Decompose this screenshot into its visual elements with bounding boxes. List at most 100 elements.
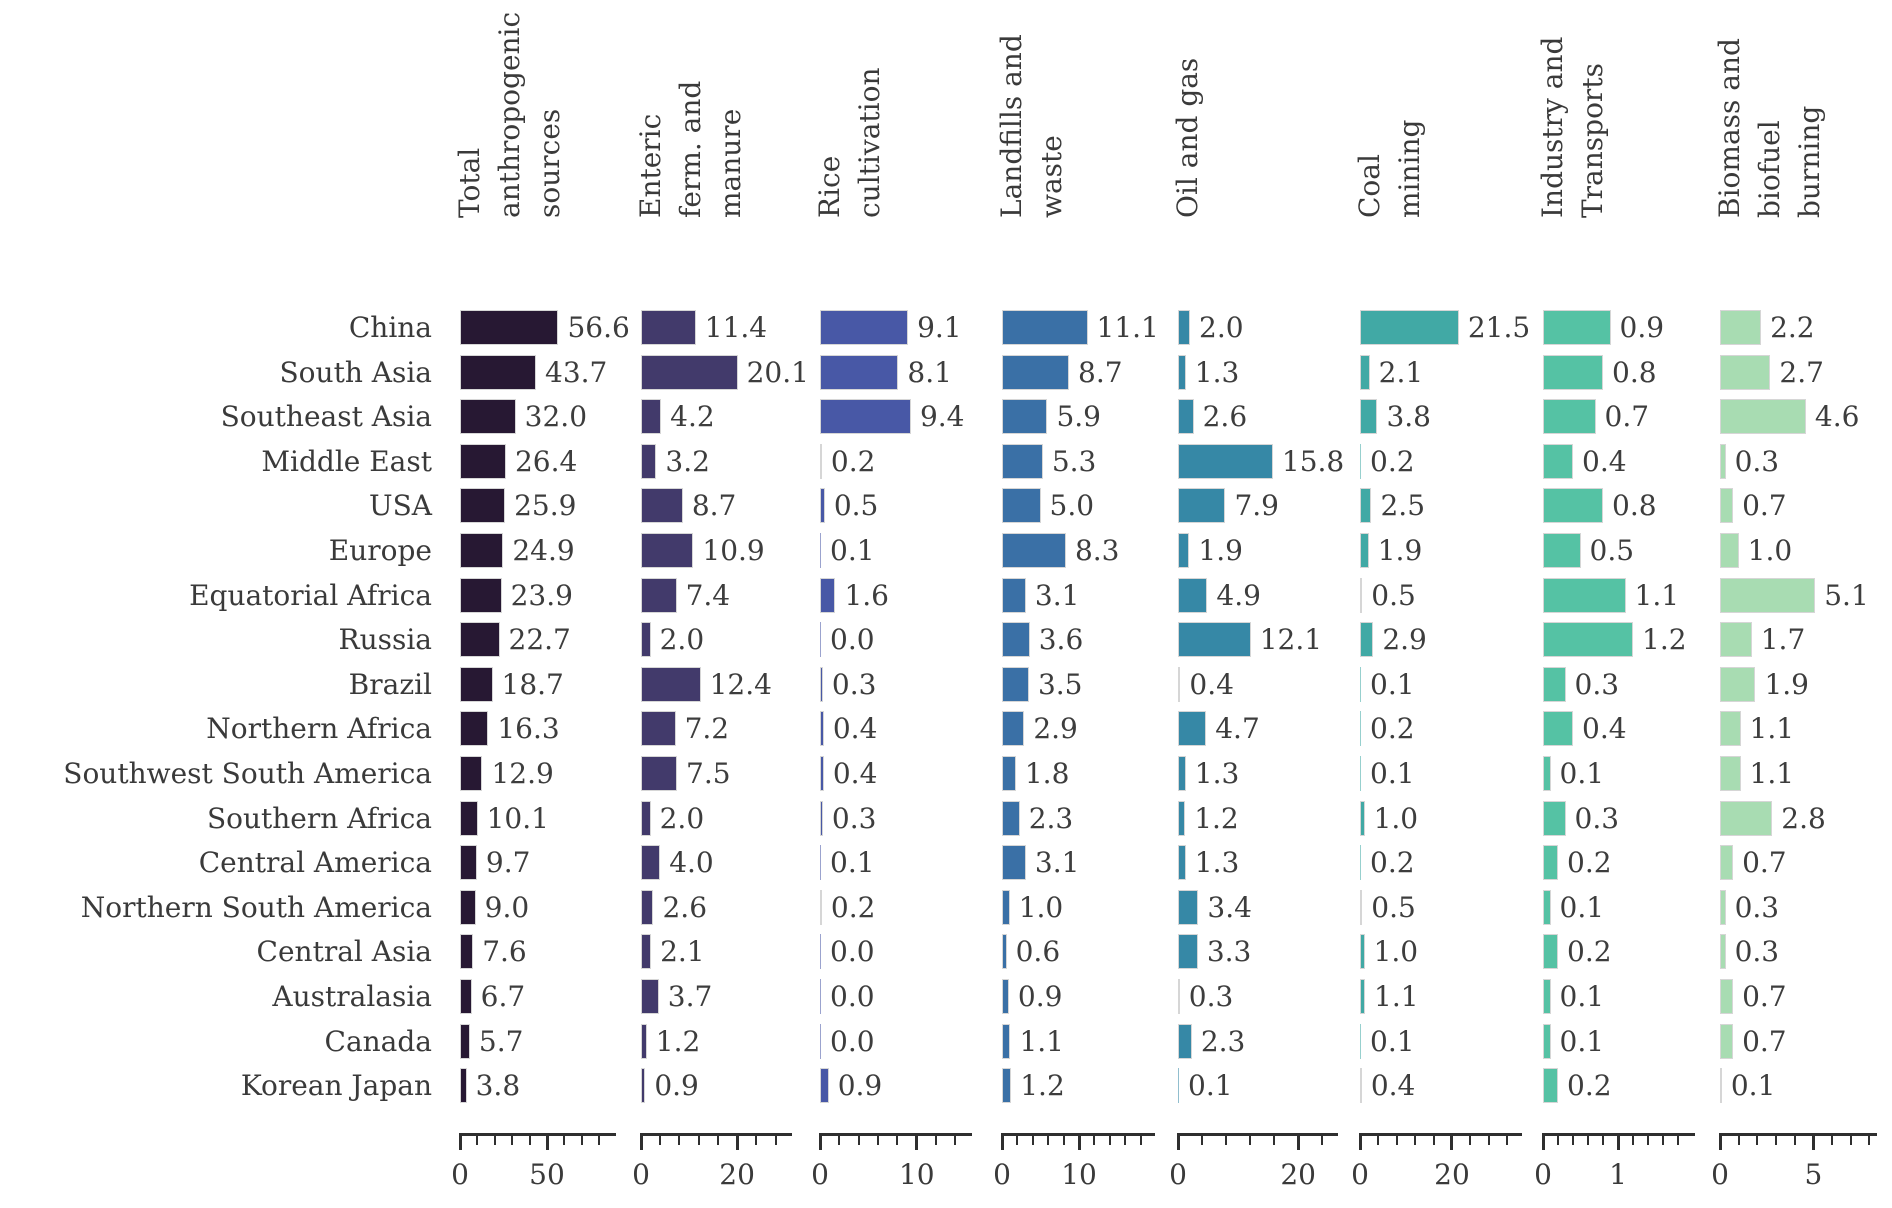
bar <box>641 889 654 925</box>
minor-tick <box>1225 1133 1228 1145</box>
bar-value-label: 2.5 <box>1380 489 1426 523</box>
bar <box>1178 577 1208 613</box>
row-label: Equatorial Africa <box>189 578 432 612</box>
major-tick <box>639 1133 643 1150</box>
tick-label: 0 <box>1169 1158 1187 1191</box>
bar-value-label: 0.3 <box>831 667 877 701</box>
bar <box>1360 711 1361 747</box>
bar <box>1360 354 1370 390</box>
bar <box>460 979 472 1014</box>
minor-tick <box>1047 1133 1050 1145</box>
bar-value-label: 0.2 <box>1567 1069 1612 1103</box>
bar <box>1002 800 1020 836</box>
tick-label: 50 <box>529 1158 565 1191</box>
bar <box>1720 577 1816 613</box>
bar-value-label: 12.4 <box>709 667 772 701</box>
bar-value-label: 1.1 <box>1634 578 1680 612</box>
bar-value-label: 0.4 <box>1189 667 1234 701</box>
bar <box>820 488 825 524</box>
column-header: Enteric ferm. and manure <box>634 80 747 218</box>
bar-value-label: 4.0 <box>669 846 714 880</box>
column-header: Oil and gas <box>1171 57 1204 218</box>
bar <box>820 1068 829 1104</box>
bar-value-label: 9.0 <box>484 890 530 924</box>
bar-value-label: 2.2 <box>1770 311 1815 344</box>
bar-value-label: 0.2 <box>830 444 876 478</box>
axis-spine <box>1000 1133 1155 1136</box>
bar <box>1178 800 1186 836</box>
minor-tick <box>1632 1133 1634 1145</box>
minor-tick <box>659 1133 662 1145</box>
bar-value-label: 0.9 <box>654 1069 699 1103</box>
bar <box>820 399 911 435</box>
tick-label: 5 <box>1804 1158 1823 1191</box>
bar-value-label: 5.0 <box>1049 489 1095 523</box>
bar <box>460 488 506 524</box>
bar-value-label: 1.0 <box>1373 801 1419 835</box>
tick-label: 10 <box>898 1158 935 1191</box>
bar <box>460 711 489 747</box>
bar <box>820 845 821 881</box>
bar <box>1360 622 1374 658</box>
bar-value-label: 0.3 <box>1734 890 1780 924</box>
minor-tick <box>896 1133 899 1145</box>
bar-value-label: 2.0 <box>659 801 705 835</box>
bar <box>641 310 696 345</box>
bar <box>820 622 821 658</box>
tick-label: 10 <box>1061 1158 1097 1191</box>
bar-value-label: 1.3 <box>1194 355 1240 389</box>
minor-tick <box>1557 1133 1559 1145</box>
bar-value-label: 23.9 <box>510 578 573 612</box>
bar <box>641 399 662 435</box>
minor-tick <box>1249 1133 1252 1145</box>
minor-tick <box>755 1133 758 1145</box>
bar-value-label: 1.6 <box>844 578 889 612</box>
row-label: Southwest South America <box>63 757 432 790</box>
column-header: Landfills and waste <box>995 34 1068 218</box>
bar <box>460 666 493 702</box>
bar <box>1178 889 1199 925</box>
bar <box>1178 399 1194 435</box>
bar <box>460 577 502 613</box>
bar-value-label: 0.3 <box>1734 935 1780 969</box>
bar <box>1178 354 1186 390</box>
bar-value-label: 3.1 <box>1034 578 1080 612</box>
bar <box>460 533 504 568</box>
bar-value-label: 0.0 <box>830 935 875 969</box>
bar <box>1178 845 1186 881</box>
bar <box>1178 1068 1179 1104</box>
axis-spine <box>639 1133 792 1136</box>
bar <box>1002 934 1007 970</box>
bar <box>1543 1068 1558 1104</box>
minor-tick <box>716 1133 719 1145</box>
bar-value-label: 0.9 <box>837 1069 883 1103</box>
bar-value-label: 2.6 <box>662 890 708 924</box>
bar-value-label: 0.2 <box>1370 846 1415 880</box>
bar-value-label: 9.1 <box>917 311 962 344</box>
bar-value-label: 0.1 <box>1559 1024 1605 1058</box>
axis-spine <box>458 1133 616 1136</box>
bar-value-label: 16.3 <box>497 712 560 746</box>
bar <box>820 443 822 479</box>
bar <box>1002 711 1025 747</box>
bar <box>641 488 683 524</box>
bar-value-label: 2.8 <box>1781 801 1826 835</box>
bar-value-label: 26.4 <box>514 444 578 478</box>
bar-value-label: 10.1 <box>486 801 549 835</box>
bar <box>1360 1023 1361 1059</box>
bar <box>1002 1023 1011 1059</box>
bar-value-label: 2.3 <box>1200 1024 1246 1058</box>
bar <box>1543 533 1581 568</box>
bar-value-label: 0.7 <box>1742 980 1787 1013</box>
bar <box>1360 310 1459 345</box>
bar <box>1002 533 1066 568</box>
bar <box>1720 354 1771 390</box>
row-label: Korean Japan <box>240 1069 432 1103</box>
bar-value-label: 1.2 <box>655 1024 701 1058</box>
minor-tick <box>1868 1133 1871 1145</box>
axis-spine <box>1176 1133 1338 1136</box>
bar-value-label: 2.6 <box>1202 400 1248 434</box>
bar <box>641 756 678 791</box>
bar <box>1360 399 1378 435</box>
